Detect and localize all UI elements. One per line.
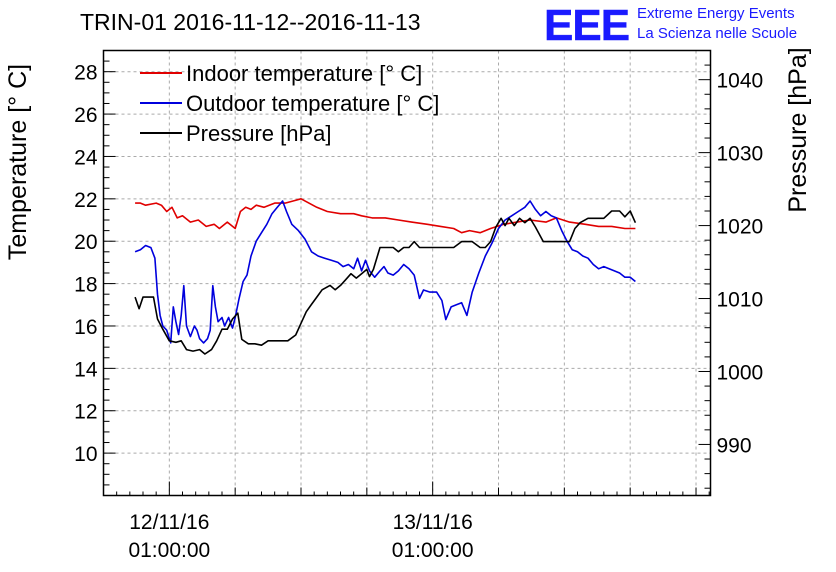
logo-mark: EEE	[544, 1, 629, 50]
legend-label: Pressure [hPa]	[186, 121, 332, 146]
y-axis-title: Temperature [° C]	[4, 64, 32, 260]
series-line-3	[134, 210, 637, 355]
y2-tick-label: 1010	[717, 289, 764, 312]
x-tick-label-date: 12/11/16	[129, 511, 209, 534]
y2-tick-label: 1020	[717, 216, 764, 239]
y-tick-label: 12	[74, 401, 97, 424]
series-line-2	[134, 200, 636, 344]
y2-tick-label: 1030	[717, 143, 764, 166]
y-tick-label: 14	[74, 358, 98, 381]
y-tick-label: 26	[74, 104, 97, 127]
chart-grid	[103, 50, 711, 496]
x-tick-label-time: 01:00:00	[128, 539, 210, 562]
y2-tick-label: 990	[717, 434, 752, 457]
axis-ticks	[103, 50, 711, 496]
chart-title: TRIN-01 2016-11-12--2016-11-13	[80, 9, 421, 35]
series-line-1	[135, 198, 636, 234]
y2-tick-label: 1000	[717, 361, 764, 384]
axis-tick-labels: 10 12 14 16 18 20 22 24 26 28 990 1000 1010 1020 1030 1…	[74, 62, 763, 562]
y-tick-label: 10	[74, 443, 97, 466]
logo-line-1: Extreme Energy Events	[637, 5, 795, 22]
y-tick-label: 24	[74, 146, 98, 169]
y2-tick-label: 1040	[717, 70, 764, 93]
legend-label: Indoor temperature [° C]	[186, 61, 422, 86]
y-tick-label: 22	[74, 189, 97, 212]
x-tick-label-date: 13/11/16	[393, 511, 473, 534]
y-tick-label: 16	[74, 316, 97, 339]
y-tick-label: 18	[74, 274, 97, 297]
y2-axis-title: Pressure [hPa]	[784, 47, 812, 212]
y-tick-label: 28	[74, 62, 97, 85]
chart-series-layer	[134, 198, 637, 355]
x-tick-label-time: 01:00:00	[392, 539, 474, 562]
logo-line-2: La Scienza nelle Scuole	[637, 25, 797, 42]
chart-legend: Indoor temperature [° C] Outdoor temperat…	[140, 61, 439, 146]
eee-logo: EEE Extreme Energy Events La Scienza nel…	[544, 1, 797, 51]
y-tick-label: 20	[74, 231, 97, 254]
legend-label: Outdoor temperature [° C]	[186, 91, 439, 116]
